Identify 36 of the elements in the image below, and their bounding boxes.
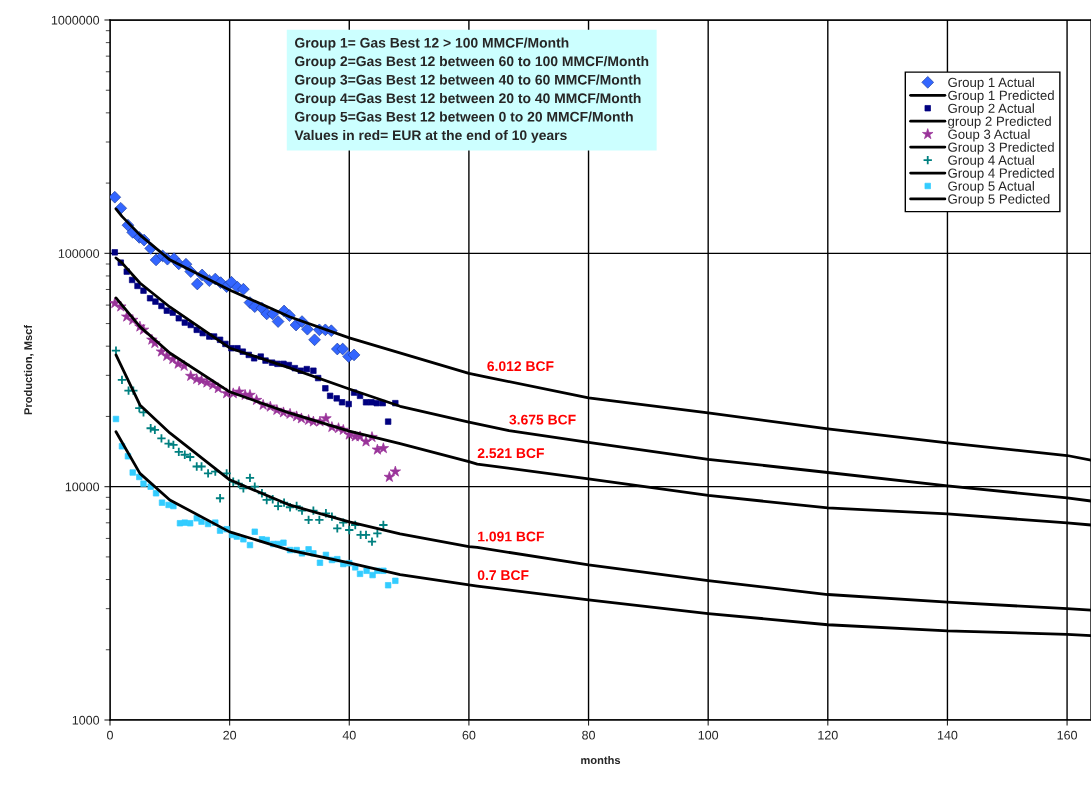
- x-tick-label: 100: [698, 730, 719, 740]
- annotation: 2.521 BCF: [477, 448, 544, 459]
- legend-label: Group 3 Predicted: [948, 142, 1054, 155]
- x-tick-label: 140: [937, 730, 958, 740]
- annotation: Group 2=Gas Best 12 between 60 to 100 MMCF/Month: [295, 55, 649, 69]
- annotation: Group 4=Gas Best 12 between 20 to 40 MMCF/Month: [295, 92, 641, 106]
- x-tick-label: 80: [582, 730, 595, 740]
- legend-label: Group 5 Pedicted: [948, 194, 1050, 207]
- annotation: Values in red= EUR at the end of 10 years: [294, 129, 567, 143]
- x-tick-label: 120: [818, 730, 838, 740]
- x-tick-label: 40: [342, 730, 356, 740]
- legend-label: group 2 Predicted: [948, 116, 1051, 129]
- legend-label: Group 2 Actual: [948, 103, 1034, 116]
- x-tick-label: 20: [223, 730, 237, 740]
- legend-label: Group 4 Actual: [948, 155, 1034, 168]
- legend-label: Group 5 Actual: [948, 181, 1034, 194]
- annotation: Group 3=Gas Best 12 between 40 to 60 MMCF/Month: [295, 74, 641, 88]
- annotation: 1.091 BCF: [478, 531, 544, 542]
- legend-label: Group 1 Actual: [948, 77, 1034, 90]
- legend-label: Group 1 Predicted: [948, 90, 1054, 103]
- annotation: 6.012 BCF: [487, 361, 554, 372]
- y-tick-label: 100000: [58, 249, 100, 258]
- annotation: Group 1= Gas Best 12 > 100 MMCF/Month: [295, 37, 569, 51]
- x-tick-label: 60: [462, 730, 476, 740]
- y-tick-label: 1000000: [51, 15, 100, 25]
- annotation: 0.7 BCF: [477, 570, 529, 581]
- legend-label: Group 4 Predicted: [948, 168, 1054, 181]
- annotation: 3.675 BCF: [509, 414, 576, 425]
- annotation: Group 5=Gas Best 12 between 0 to 20 MMCF/Month: [295, 111, 633, 125]
- x-tick-label: 0: [107, 730, 113, 740]
- y-tick-label: 10000: [65, 482, 100, 492]
- y-axis-title: Production, Mscf: [23, 324, 34, 415]
- y-tick-label: 1000: [72, 715, 100, 725]
- legend-label: Goup 3 Actual: [948, 129, 1030, 142]
- x-axis-title: months: [581, 755, 621, 765]
- x-tick-label: 160: [1057, 730, 1078, 740]
